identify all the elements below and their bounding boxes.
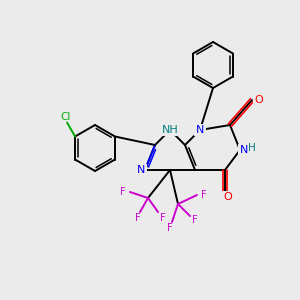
Text: F: F — [201, 190, 207, 200]
Text: O: O — [255, 95, 263, 105]
Text: F: F — [135, 213, 141, 223]
Text: F: F — [160, 213, 166, 223]
Text: F: F — [192, 215, 198, 225]
Text: NH: NH — [162, 125, 178, 135]
Text: F: F — [120, 187, 126, 197]
Text: F: F — [167, 223, 173, 233]
Text: H: H — [248, 143, 256, 153]
Text: N: N — [240, 145, 248, 155]
Text: O: O — [224, 192, 232, 202]
Text: N: N — [137, 165, 145, 175]
Text: N: N — [196, 125, 204, 135]
Text: Cl: Cl — [60, 112, 70, 122]
